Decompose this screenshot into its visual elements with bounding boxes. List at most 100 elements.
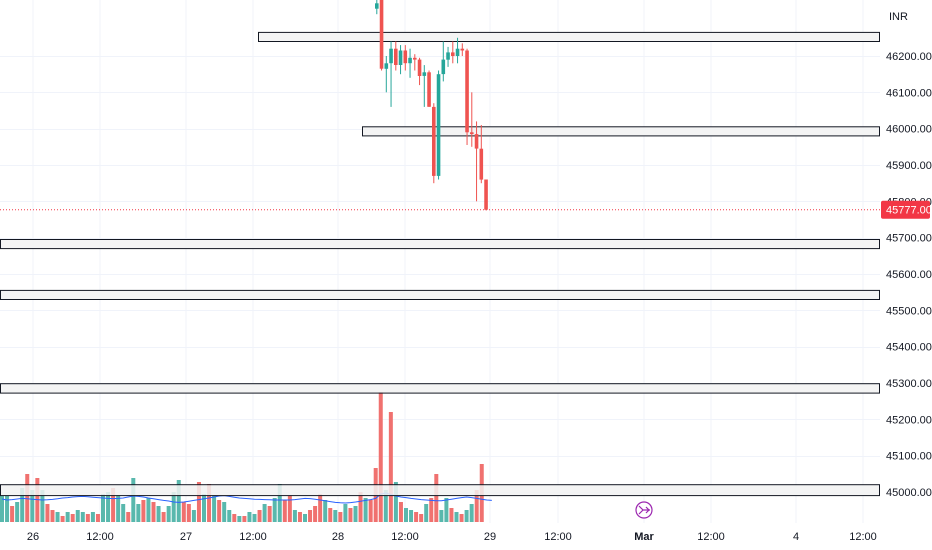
volume-bar	[439, 510, 444, 522]
x-tick-label: 27	[180, 531, 192, 543]
candle-body	[403, 50, 408, 64]
zone-box[interactable]	[0, 239, 880, 250]
volume-bar	[80, 512, 85, 522]
candle-body	[432, 106, 436, 176]
volume-bar	[237, 516, 242, 522]
volume-bar	[25, 474, 30, 522]
volume-bar	[222, 502, 227, 522]
candle-body	[441, 59, 446, 75]
candle-body	[465, 50, 469, 133]
zone-boxes[interactable]	[0, 31, 880, 497]
event-marker-icon	[638, 505, 650, 515]
volume-bar	[262, 504, 267, 522]
candle-body	[422, 72, 427, 76]
volume-bar	[181, 502, 186, 522]
volume-bar	[252, 514, 257, 522]
x-tick-label: 12:00	[697, 531, 725, 543]
volume-bar	[444, 498, 449, 522]
y-tick-label: 45500.00	[886, 305, 932, 317]
candle-body	[436, 74, 441, 176]
volume-bar	[404, 508, 408, 522]
candle-body	[379, 0, 384, 69]
y-tick-label: 46200.00	[886, 51, 932, 63]
volume-bar	[207, 484, 212, 522]
volume-ma-path	[1, 492, 492, 504]
volume-bar	[227, 510, 232, 522]
candle-body	[484, 179, 488, 210]
volume-bar	[161, 512, 166, 522]
volume-bar	[282, 500, 287, 522]
volume-bar	[419, 514, 424, 522]
price-axis[interactable]: INR 46200.0046100.0046000.0045900.004580…	[886, 11, 932, 499]
volume-bar	[277, 484, 282, 522]
volume-bar	[267, 506, 272, 522]
volume-bar	[136, 504, 141, 522]
x-tick-label: 12:00	[391, 531, 419, 543]
volume-bar	[5, 496, 10, 522]
time-axis[interactable]: 26 12:00 27 12:00 28 12:00 29 12:00 Mar 12:00 4 12:…	[27, 531, 877, 543]
volume-bar	[333, 510, 338, 522]
volume-bar	[388, 412, 393, 522]
volume-bar	[398, 502, 403, 522]
x-tick-label: 29	[484, 531, 496, 543]
volume-bar	[383, 490, 388, 522]
volume-bar	[40, 490, 45, 522]
volume-bar	[409, 510, 414, 522]
y-tick-label: 45700.00	[886, 233, 932, 245]
volume-bar	[45, 504, 50, 522]
x-tick-label: 26	[27, 531, 39, 543]
volume-bar	[202, 494, 206, 522]
volume-bar	[308, 510, 313, 522]
volume-bar	[101, 494, 105, 522]
volume-bar	[303, 514, 307, 522]
volume-bar	[338, 512, 343, 522]
zone-box[interactable]	[0, 289, 880, 300]
zone-box[interactable]	[362, 126, 880, 137]
volume-bar	[176, 480, 181, 522]
x-tick-label: 12:00	[849, 531, 877, 543]
candle-body	[446, 52, 450, 60]
volume-bar	[95, 514, 100, 522]
y-tick-label: 45000.00	[886, 487, 932, 499]
x-tick-label: Mar	[634, 531, 654, 543]
volume-bar	[323, 500, 328, 522]
y-tick-label: 45900.00	[886, 160, 932, 172]
volume-bar	[15, 502, 20, 522]
volume-bar	[232, 514, 237, 522]
zone-box[interactable]	[0, 383, 880, 394]
candle-body	[389, 48, 393, 64]
volume-bar	[414, 512, 419, 522]
volume-bar	[171, 492, 176, 522]
volume-bar	[257, 510, 262, 522]
volume-bar	[343, 504, 348, 522]
volume-bar	[217, 500, 222, 522]
volume-bar	[30, 490, 35, 522]
volume-bar	[474, 490, 479, 522]
volume-bar	[353, 506, 358, 522]
volume-bar	[60, 516, 65, 522]
zone-box[interactable]	[258, 31, 880, 43]
volume-bar	[65, 512, 70, 522]
volume-bar	[151, 502, 156, 522]
candle-body	[455, 48, 460, 56]
volume-bars	[0, 392, 484, 522]
volume-bar	[292, 510, 297, 522]
last-price-box	[881, 200, 930, 219]
volume-bar	[454, 512, 459, 522]
volume-bar	[126, 512, 131, 522]
x-tick-label: 28	[332, 531, 344, 543]
volume-bar	[449, 508, 454, 522]
volume-bar	[196, 482, 201, 522]
volume-bar	[121, 504, 126, 522]
candle-body	[408, 57, 412, 64]
currency-label[interactable]: INR	[889, 11, 908, 23]
event-marker[interactable]	[635, 501, 653, 519]
volume-bar	[393, 482, 398, 522]
x-tick-label: 4	[793, 531, 799, 543]
candle-body	[398, 50, 403, 65]
zone-box[interactable]	[0, 484, 880, 497]
volume-bar	[328, 508, 333, 522]
volume-bar	[75, 510, 80, 522]
volume-bar	[141, 500, 146, 522]
